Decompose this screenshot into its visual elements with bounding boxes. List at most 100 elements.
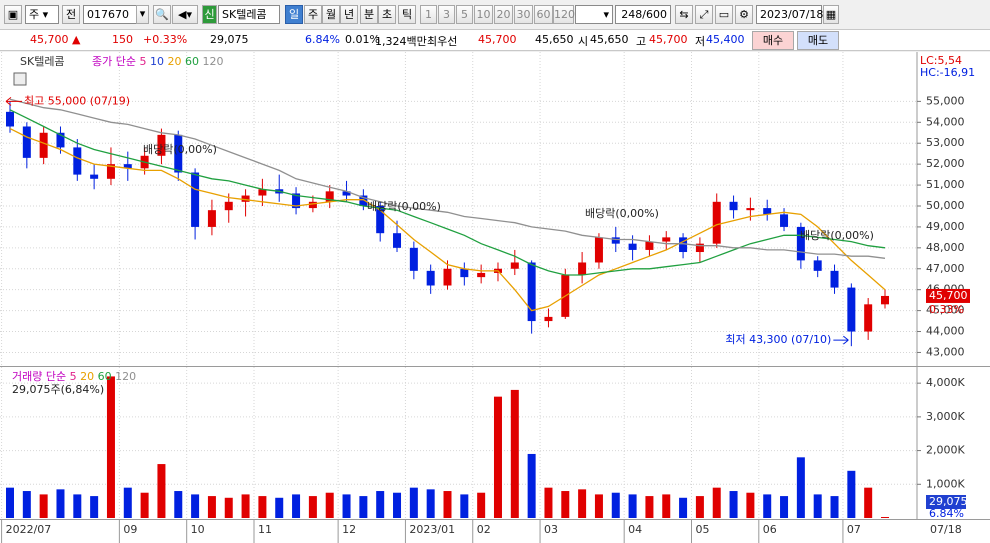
candle-body: [830, 270, 839, 288]
settings-button[interactable]: ⚙: [735, 5, 753, 24]
dividend-annotation: 배당락(0,00%): [585, 207, 659, 220]
interval-button[interactable]: 1: [420, 5, 437, 24]
interval-dropdown[interactable]: ▾: [575, 5, 613, 24]
interval-button[interactable]: 120: [553, 5, 575, 24]
tool-button[interactable]: ⇆: [675, 5, 693, 24]
market-select[interactable]: 주 ▾: [25, 5, 59, 24]
legend-item: 60: [98, 370, 112, 383]
interval-button[interactable]: 10: [474, 5, 493, 24]
legend-item: 120: [202, 55, 223, 68]
interval-button[interactable]: 20: [494, 5, 513, 24]
volume-bar: [106, 376, 115, 518]
sound-button[interactable]: ◀▾: [172, 5, 198, 24]
volume-bar: [561, 491, 570, 518]
legend: 종가 단순 5 10 20 60 120: [92, 55, 223, 68]
volume-bar: [342, 494, 351, 518]
candle-body: [477, 272, 486, 278]
volume-bar: [847, 470, 856, 518]
candle-body: [22, 126, 31, 158]
dividend-annotation: 배당락(0,00%): [367, 200, 441, 213]
candle-body: [409, 247, 418, 271]
save-button[interactable]: ▭: [715, 5, 733, 24]
volume-bar: [477, 492, 486, 518]
volume-bar: [881, 517, 889, 518]
code-dropdown[interactable]: ▾: [136, 5, 149, 24]
volume-bar: [224, 497, 233, 518]
volume-bar: [544, 487, 553, 518]
period-button[interactable]: 주: [304, 5, 322, 24]
candle-body: [342, 191, 351, 196]
date-field[interactable]: 2023/07/18: [756, 5, 823, 24]
period-button[interactable]: 월: [322, 5, 340, 24]
code-input[interactable]: 017670: [83, 5, 149, 24]
high-arrow: [5, 96, 22, 106]
period-button[interactable]: 년: [340, 5, 358, 24]
stock-code: 017670: [87, 8, 129, 21]
new-badge: 신: [202, 5, 217, 24]
interval-button[interactable]: 3: [438, 5, 455, 24]
ask: 45,700: [478, 33, 517, 46]
candle-body: [73, 147, 82, 175]
volume-bar: [191, 494, 200, 518]
volume-bar: [729, 491, 738, 518]
period-button[interactable]: 틱: [398, 5, 416, 24]
last-volume-box: [926, 495, 966, 509]
calendar-button[interactable]: ▦: [823, 5, 839, 24]
interval-button[interactable]: 60: [534, 5, 553, 24]
candle-body: [426, 270, 435, 286]
indicator-lc: LC:5,54: [920, 54, 962, 67]
y-tick-label: 43,000: [926, 345, 965, 358]
y-tick-label: 2,000K: [926, 444, 965, 457]
candle-body: [695, 243, 704, 253]
period-button[interactable]: 일: [285, 5, 303, 24]
candle-body: [56, 132, 65, 148]
y-tick-label: 45,000: [926, 304, 965, 317]
volume-bar: [712, 487, 721, 518]
candle-body: [106, 164, 115, 179]
candle-body: [308, 201, 317, 209]
period-button[interactable]: 초: [378, 5, 396, 24]
volume-bar: [241, 494, 250, 518]
y-tick-label: 49,000: [926, 220, 965, 233]
prefix-button[interactable]: 전: [62, 5, 80, 24]
candle-body: [679, 237, 688, 253]
candle-body: [611, 237, 620, 244]
low: 45,400: [706, 33, 745, 46]
chart-icon[interactable]: ▣: [4, 5, 22, 24]
candle-body: [780, 214, 789, 227]
volume-bar: [22, 491, 31, 518]
volume-bar: [662, 494, 671, 518]
volume-bar: [123, 487, 132, 518]
high-label: 고: [636, 35, 647, 48]
count-field[interactable]: 248/600: [615, 5, 671, 24]
grid-button: [13, 72, 27, 86]
volume-bar: [207, 496, 216, 518]
turnover-pct: 0.01%: [345, 33, 380, 46]
legend-item: 5: [70, 370, 77, 383]
sell-button[interactable]: 매도: [797, 31, 839, 50]
y-tick-label: 51,000: [926, 178, 965, 191]
candle-body: [578, 262, 587, 276]
legend-item: 10: [150, 55, 164, 68]
volume-bar: [763, 494, 772, 518]
buy-button[interactable]: 매수: [752, 31, 794, 50]
legend-item: 5: [139, 55, 146, 68]
volume-bar: [510, 389, 519, 518]
low-label: 저: [695, 35, 706, 48]
interval-button[interactable]: 5: [456, 5, 473, 24]
search-button[interactable]: 🔍: [153, 5, 171, 24]
volume-bar: [695, 496, 704, 518]
legend: 거래량 단순 5 20 60 120: [12, 370, 136, 383]
tool-button[interactable]: ⤢: [695, 5, 713, 24]
period-button[interactable]: 분: [360, 5, 378, 24]
y-tick-label: 3,000K: [926, 410, 965, 423]
change-pct: +0.33%: [143, 33, 188, 46]
high-annotation: 최고 55,000 (07/19): [24, 94, 130, 107]
volume-bar: [493, 396, 502, 518]
candle-body: [39, 132, 48, 158]
interval-button[interactable]: 30: [514, 5, 533, 24]
volume-bar: [393, 492, 402, 518]
y-tick-label: 55,000: [926, 94, 965, 107]
